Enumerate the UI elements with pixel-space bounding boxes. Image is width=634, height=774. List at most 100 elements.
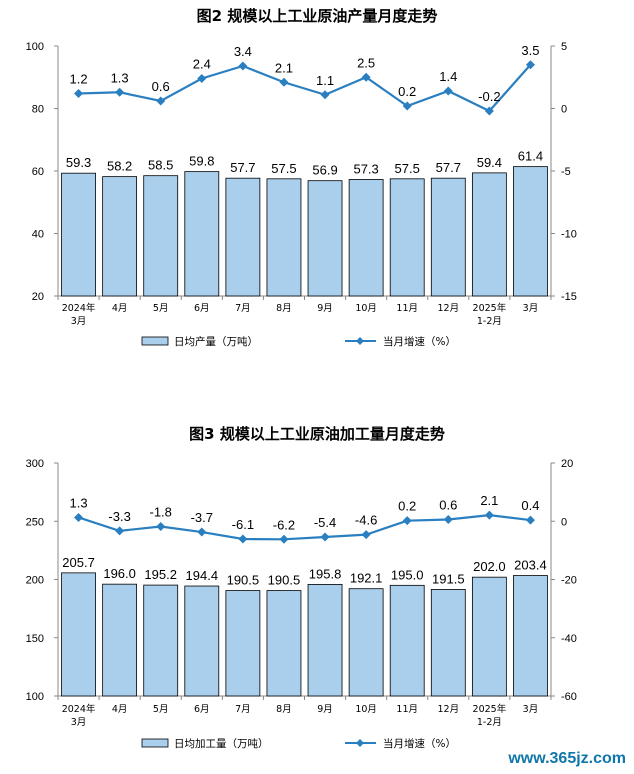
x-tick-label: 3月	[523, 303, 539, 314]
bar-data-label: 205.7	[62, 555, 95, 570]
bar	[307, 180, 343, 297]
growth-data-label: -6.1	[232, 517, 254, 532]
bar	[61, 572, 96, 697]
bar	[266, 590, 302, 697]
x-tick-label: 1-2月	[477, 717, 502, 728]
bar	[102, 583, 138, 697]
growth-data-label: 1.4	[439, 69, 457, 84]
x-tick-label: 3月	[523, 704, 539, 715]
growth-data-label: -1.8	[150, 504, 172, 519]
bar	[102, 176, 138, 297]
growth-point	[279, 77, 289, 87]
x-tick-label: 12月	[437, 704, 459, 715]
growth-data-label: 1.1	[316, 73, 334, 88]
y-right-tick-label: 0	[561, 104, 567, 116]
x-tick-label: 8月	[276, 704, 292, 715]
chart-title: 图2 规模以上工业原油产量月度走势	[197, 7, 438, 25]
growth-point	[197, 527, 207, 537]
bar-data-label: 203.4	[514, 558, 547, 573]
bar-data-label: 194.4	[186, 568, 219, 583]
bar-data-label: 202.0	[473, 559, 506, 574]
bar	[143, 175, 179, 297]
growth-point	[197, 74, 207, 83]
bar	[430, 589, 466, 697]
x-tick-label: 11月	[396, 303, 418, 314]
bar-data-label: 195.8	[309, 566, 342, 581]
growth-point	[361, 530, 371, 540]
x-tick-label: 6月	[194, 303, 210, 314]
bar-data-label: 58.5	[148, 158, 173, 173]
growth-point	[156, 521, 166, 531]
legend-bar-swatch	[141, 738, 169, 748]
bar	[389, 178, 425, 297]
x-tick-label: 4月	[112, 704, 128, 715]
growth-data-label: 2.1	[275, 60, 293, 75]
bar-data-label: 58.2	[107, 159, 132, 174]
x-tick-label: 2025年	[473, 703, 507, 715]
growth-data-label: 0.6	[439, 498, 457, 513]
legend-bar-label: 日均产量（万吨）	[174, 335, 258, 348]
bar-data-label: 57.7	[230, 160, 255, 175]
y-right-tick-label: -60	[561, 691, 577, 703]
bar-data-label: 190.5	[227, 573, 260, 588]
bar-data-label: 56.9	[312, 163, 337, 178]
growth-data-label: -4.6	[355, 513, 377, 528]
y-left-tick-label: 100	[26, 41, 44, 53]
bar-data-label: 59.8	[189, 154, 214, 169]
growth-data-label: 3.5	[521, 43, 539, 58]
y-right-tick-label: -10	[561, 229, 577, 241]
bar-data-label: 190.5	[268, 573, 301, 588]
growth-point	[74, 89, 84, 98]
x-tick-label: 10月	[355, 704, 377, 715]
growth-data-label: -0.2	[478, 89, 500, 104]
bar-data-label: 191.5	[432, 571, 465, 586]
y-left-tick-label: 300	[26, 458, 44, 470]
y-left-tick-label: 200	[26, 575, 44, 587]
growth-data-label: 0.4	[521, 498, 539, 513]
chart-title: 图3 规模以上工业原油加工量月度走势	[189, 425, 445, 443]
growth-point	[320, 90, 330, 100]
bar-data-label: 59.3	[66, 155, 91, 170]
y-left-tick-label: 80	[32, 104, 44, 116]
growth-data-label: 1.3	[111, 70, 129, 85]
x-tick-label: 5月	[153, 704, 169, 715]
growth-point	[156, 96, 166, 106]
y-left-tick-label: 60	[32, 166, 44, 178]
y-left-tick-label: 100	[26, 691, 44, 703]
bar-data-label: 57.5	[271, 161, 296, 176]
y-right-tick-label: 5	[561, 41, 567, 53]
bar-data-label: 196.0	[103, 566, 136, 581]
x-tick-label: 5月	[153, 303, 169, 314]
x-tick-label: 8月	[276, 303, 292, 314]
growth-point	[115, 526, 125, 536]
bar-data-label: 57.5	[395, 161, 420, 176]
bar	[225, 590, 261, 697]
bar	[307, 583, 343, 697]
bar-data-label: 195.0	[391, 567, 424, 582]
bar-data-label: 192.1	[350, 571, 383, 586]
growth-data-label: 3.4	[234, 44, 252, 59]
x-tick-label: 12月	[437, 303, 459, 314]
legend-line-marker	[356, 337, 364, 345]
bar	[225, 177, 261, 297]
bar	[348, 179, 384, 297]
bar	[184, 585, 220, 697]
growth-data-label: -5.4	[314, 515, 336, 530]
x-tick-label: 3月	[71, 316, 87, 327]
bar	[61, 172, 96, 297]
growth-data-label: 0.6	[152, 79, 170, 94]
growth-data-label: -6.2	[273, 517, 295, 532]
bar	[348, 588, 384, 697]
growth-point	[484, 510, 494, 520]
growth-point	[361, 72, 371, 82]
growth-data-label: 1.3	[70, 495, 88, 510]
y-right-tick-label: -20	[561, 575, 577, 587]
growth-point	[115, 87, 125, 97]
growth-point	[525, 515, 535, 525]
growth-data-label: 2.5	[357, 55, 375, 70]
bar	[513, 166, 548, 297]
growth-point	[402, 516, 412, 526]
legend-line-marker	[356, 739, 364, 747]
x-tick-label: 4月	[112, 303, 128, 314]
